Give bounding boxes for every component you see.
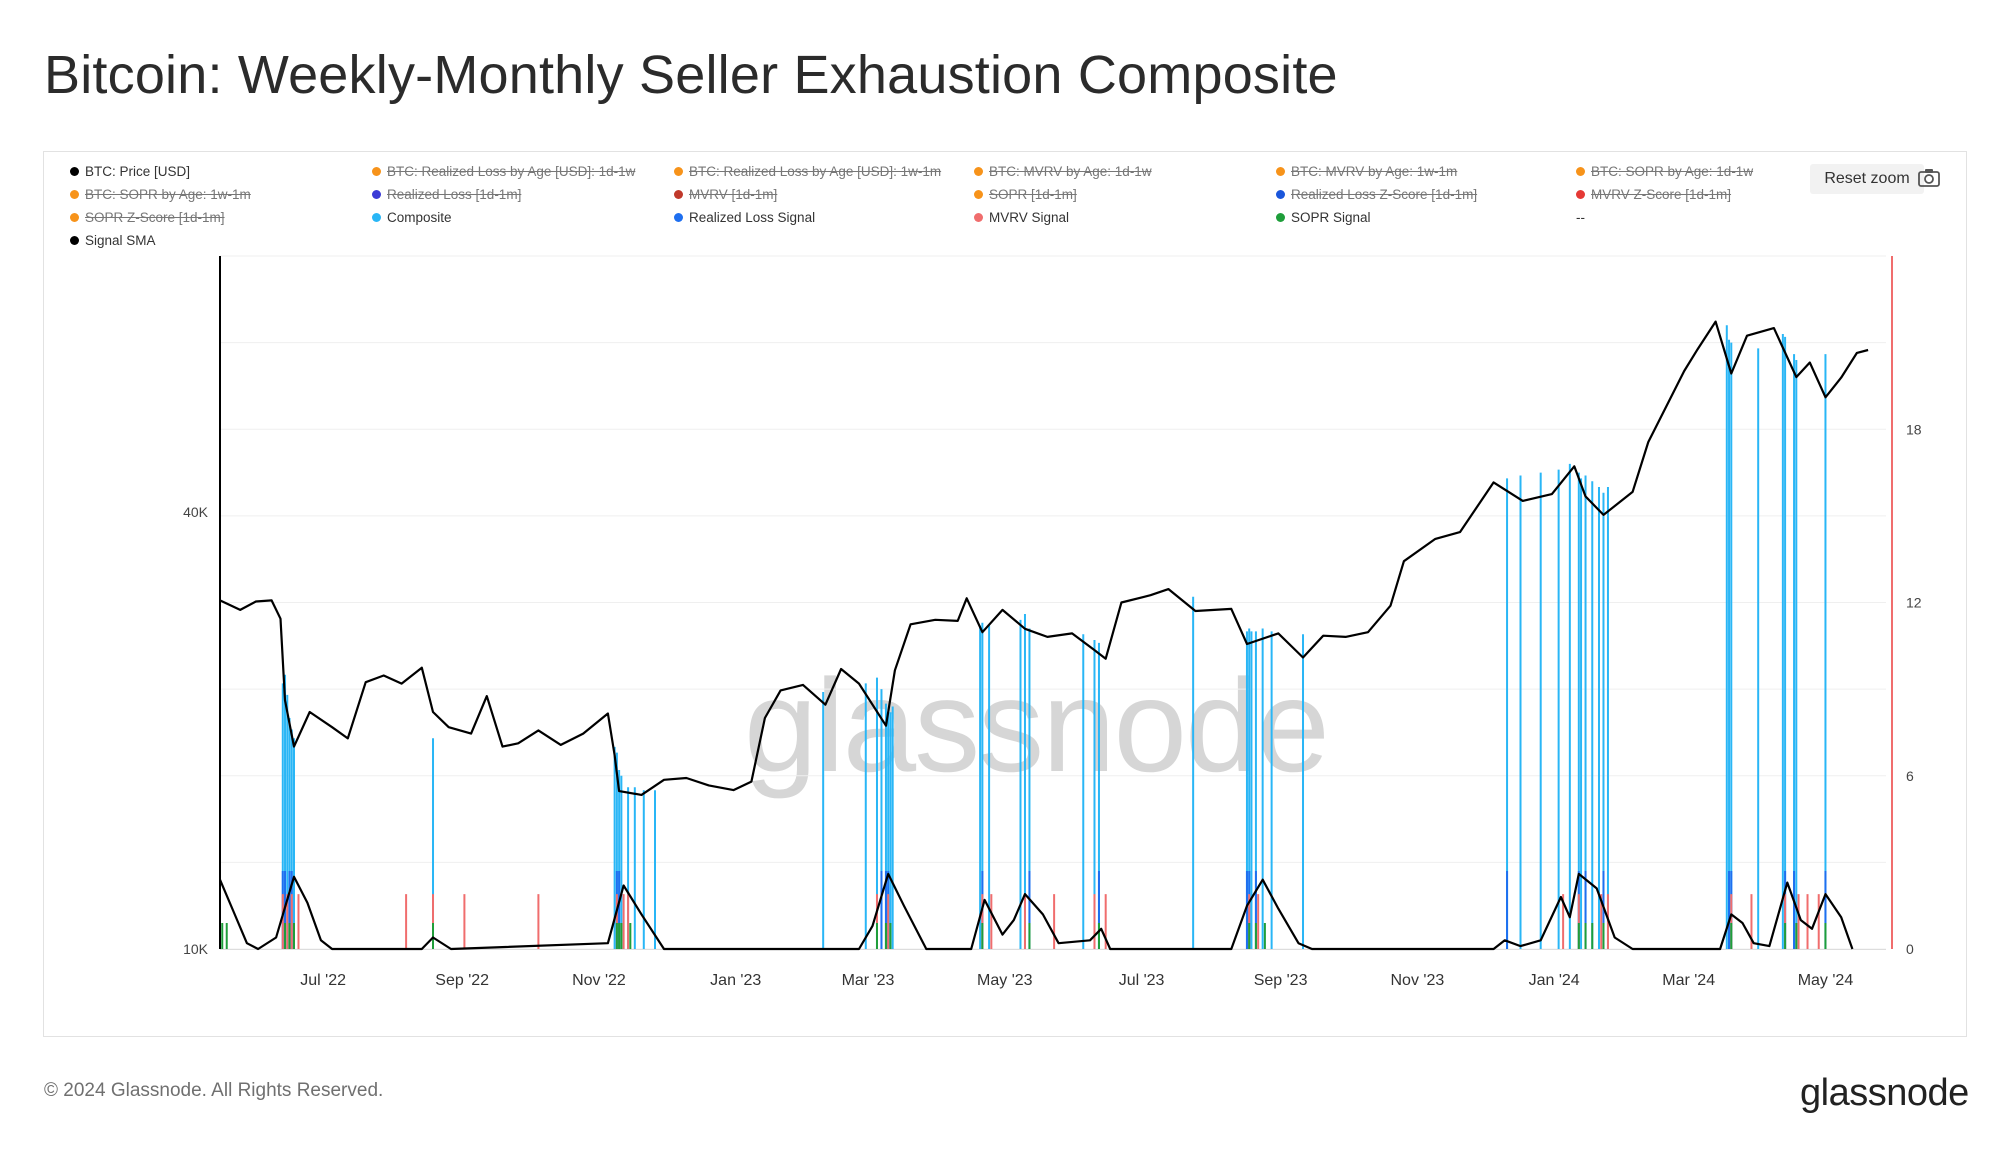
legend-item[interactable]: Realized Loss Signal (674, 210, 815, 225)
legend-dot-icon (70, 190, 79, 199)
legend-dot-icon (674, 213, 683, 222)
legend-dot-icon (372, 167, 381, 176)
legend-item[interactable]: Composite (372, 210, 452, 225)
x-tick-label: Jul '23 (1119, 972, 1165, 989)
legend-dot-icon (70, 213, 79, 222)
camera-icon[interactable] (1917, 167, 1941, 189)
legend-label: SOPR [1d-1m] (989, 187, 1077, 202)
chart-title: Bitcoin: Weekly-Monthly Seller Exhaustio… (44, 45, 1338, 105)
x-tick-label: Sep '22 (435, 972, 489, 989)
right-tick-label: 6 (1906, 768, 1914, 784)
legend-item[interactable]: BTC: MVRV by Age: 1d-1w (974, 164, 1152, 179)
x-tick-label: Jul '22 (300, 972, 346, 989)
legend-label: BTC: Price [USD] (85, 164, 191, 179)
legend-item[interactable]: MVRV Signal (974, 210, 1069, 225)
chart-svg: 10K 40K 0 6 12 18 Jul '22 Sep '22 Nov '22 Jan '23… (183, 255, 1922, 989)
x-tick-label: Nov '23 (1390, 972, 1444, 989)
x-tick-label: Jan '24 (1529, 972, 1580, 989)
legend-label: BTC: SOPR by Age: 1d-1w (1591, 164, 1754, 179)
legend-dot-icon (1276, 213, 1285, 222)
legend-item[interactable]: BTC: SOPR by Age: 1d-1w (1576, 164, 1753, 179)
legend-label: BTC: Realized Loss by Age [USD]: 1w-1m (689, 164, 942, 179)
left-tick-label: 40K (183, 504, 209, 520)
legend-label: Signal SMA (85, 233, 156, 248)
x-tick-label: Nov '22 (572, 972, 626, 989)
legend-item[interactable]: MVRV [1d-1m] (674, 187, 777, 202)
legend-item[interactable]: -- (1576, 210, 1585, 225)
legend-dot-icon (674, 167, 683, 176)
legend-dot-icon (372, 213, 381, 222)
legend-dot-icon (70, 236, 79, 245)
legend-label: SOPR Z-Score [1d-1m] (85, 210, 225, 225)
legend-item[interactable]: SOPR Signal (1276, 210, 1371, 225)
legend-label: SOPR Signal (1291, 210, 1371, 225)
x-tick-label: Mar '23 (842, 972, 895, 989)
legend-dot-icon (1276, 190, 1285, 199)
left-tick-label: 10K (183, 941, 209, 957)
legend-item[interactable]: Signal SMA (70, 233, 156, 248)
legend-label: BTC: SOPR by Age: 1w-1m (85, 187, 251, 202)
right-tick-label: 18 (1906, 421, 1922, 437)
legend-label: BTC: MVRV by Age: 1d-1w (989, 164, 1152, 179)
legend-label: Realized Loss Z-Score [1d-1m] (1291, 187, 1478, 202)
legend-dot-icon (974, 190, 983, 199)
legend-label: MVRV Z-Score [1d-1m] (1591, 187, 1732, 202)
right-tick-label: 0 (1906, 941, 1914, 957)
legend-label: BTC: Realized Loss by Age [USD]: 1d-1w (387, 164, 636, 179)
legend-item[interactable]: Realized Loss [1d-1m] (372, 187, 521, 202)
legend-item[interactable]: SOPR Z-Score [1d-1m] (70, 210, 225, 225)
x-tick-label: Mar '24 (1662, 972, 1715, 989)
legend-label: MVRV [1d-1m] (689, 187, 778, 202)
legend-item[interactable]: MVRV Z-Score [1d-1m] (1576, 187, 1731, 202)
chart-panel: BTC: Price [USD] BTC: Realized Loss by Ag… (43, 151, 1967, 1037)
legend-item[interactable]: Realized Loss Z-Score [1d-1m] (1276, 187, 1477, 202)
legend-dot-icon (974, 167, 983, 176)
legend-label: -- (1576, 210, 1585, 225)
legend-label: Realized Loss Signal (689, 210, 816, 225)
legend-dot-icon (1576, 190, 1585, 199)
legend-label: Composite (387, 210, 452, 225)
legend-dot-icon (372, 190, 381, 199)
legend-dot-icon (974, 213, 983, 222)
brand-logo: glassnode (1800, 1072, 1969, 1114)
legend-label: Realized Loss [1d-1m] (387, 187, 522, 202)
price-line (219, 320, 1869, 797)
copyright-footer: © 2024 Glassnode. All Rights Reserved. (44, 1080, 384, 1101)
legend-item[interactable]: BTC: MVRV by Age: 1w-1m (1276, 164, 1457, 179)
legend-item[interactable]: BTC: Realized Loss by Age [USD]: 1d-1w (372, 164, 635, 179)
legend-item[interactable]: BTC: SOPR by Age: 1w-1m (70, 187, 251, 202)
legend-dot-icon (70, 167, 79, 176)
x-tick-label: May '24 (1798, 972, 1854, 989)
legend-dot-icon (1276, 167, 1285, 176)
signal-sma-line (218, 872, 1854, 951)
legend-item[interactable]: SOPR [1d-1m] (974, 187, 1077, 202)
legend: BTC: Price [USD] BTC: Realized Loss by Ag… (44, 152, 1966, 252)
x-tick-label: Sep '23 (1254, 972, 1308, 989)
legend-item[interactable]: BTC: Price [USD] (70, 164, 190, 179)
legend-label: BTC: MVRV by Age: 1w-1m (1291, 164, 1458, 179)
legend-item[interactable]: BTC: Realized Loss by Age [USD]: 1w-1m (674, 164, 941, 179)
right-tick-label: 12 (1906, 595, 1922, 611)
legend-dot-icon (674, 190, 683, 199)
reset-zoom-button[interactable]: Reset zoom (1810, 164, 1924, 194)
legend-dot-icon (1576, 167, 1585, 176)
x-tick-label: Jan '23 (710, 972, 761, 989)
legend-label: MVRV Signal (989, 210, 1070, 225)
x-tick-label: May '23 (977, 972, 1033, 989)
